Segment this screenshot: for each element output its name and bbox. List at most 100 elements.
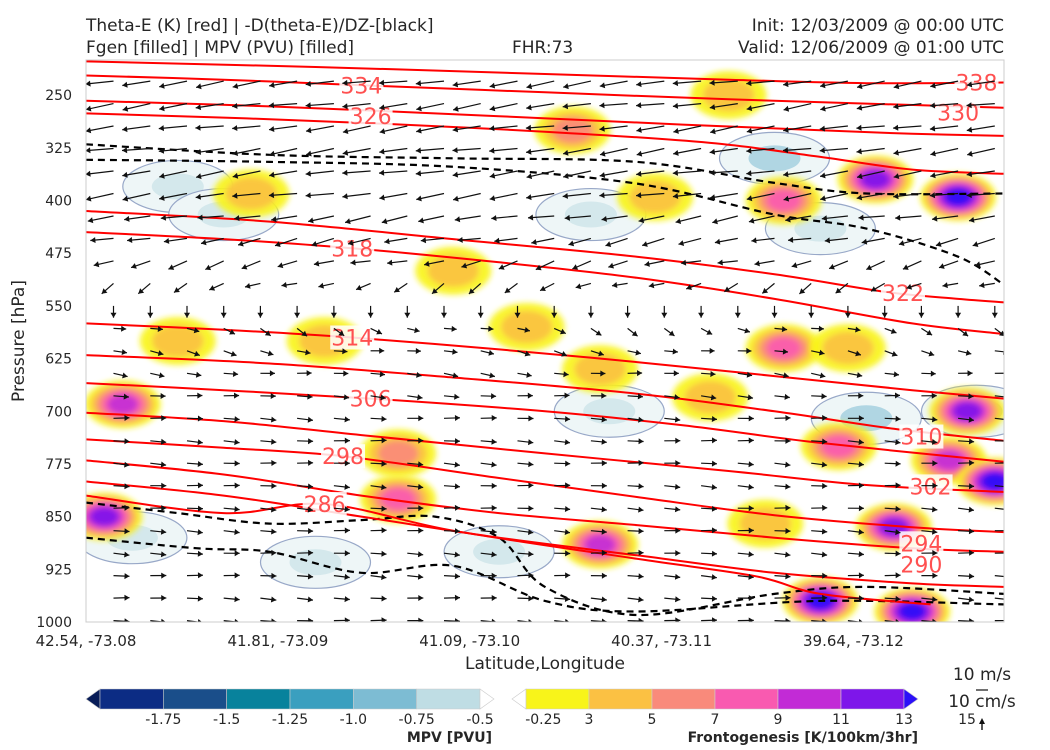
wind-vector bbox=[381, 215, 408, 225]
wind-vector bbox=[774, 573, 791, 580]
wind-vector bbox=[384, 237, 408, 245]
wind-vector-head bbox=[453, 195, 459, 202]
wind-vector-head bbox=[858, 214, 864, 221]
wind-vector-head bbox=[454, 504, 460, 511]
fgen-level-6 bbox=[953, 402, 982, 421]
wind-vector-head bbox=[269, 150, 276, 157]
wind-vector-head bbox=[822, 572, 828, 579]
wind-vector-head bbox=[197, 461, 203, 467]
wind-vector-head bbox=[968, 596, 974, 603]
wind-vector bbox=[244, 282, 261, 289]
wind-vector bbox=[685, 282, 702, 290]
wind-vector-head bbox=[269, 126, 275, 132]
wind-vector bbox=[847, 326, 861, 333]
wind-vector bbox=[477, 305, 484, 318]
wind-vector bbox=[113, 483, 130, 490]
fgen-level-4 bbox=[821, 435, 856, 458]
wind-vector-head bbox=[124, 618, 130, 622]
fgen-level-2 bbox=[500, 310, 553, 344]
wind-vector-head bbox=[160, 551, 167, 558]
wind-vector-head bbox=[599, 102, 605, 109]
wind-vector bbox=[737, 527, 754, 534]
wind-vector bbox=[701, 595, 718, 602]
wind-vector-head bbox=[785, 415, 791, 421]
wind-vector bbox=[480, 551, 497, 558]
wind-vector-head bbox=[415, 147, 421, 154]
wind-vector-head bbox=[526, 194, 532, 201]
wind-vector bbox=[966, 192, 995, 199]
wind-vector bbox=[431, 282, 445, 295]
wind-vector-head bbox=[711, 460, 717, 467]
wind-vector-head bbox=[895, 392, 900, 399]
wind-vector bbox=[958, 506, 975, 513]
wind-vector-head bbox=[342, 79, 348, 86]
wind-vector bbox=[297, 393, 313, 400]
y-tick-label: 850 bbox=[45, 510, 72, 526]
wind-vector bbox=[590, 370, 606, 377]
wind-vector bbox=[893, 103, 922, 110]
wind-vector bbox=[994, 462, 1004, 464]
wind-vector bbox=[150, 528, 167, 535]
wind-vector-head bbox=[528, 595, 534, 602]
wind-vector-head bbox=[394, 287, 400, 293]
wind-vector-head bbox=[308, 438, 314, 445]
wind-vector-head bbox=[601, 482, 607, 489]
wind-vector-head bbox=[158, 147, 165, 154]
wind-vector bbox=[223, 596, 240, 603]
wind-vector bbox=[958, 483, 975, 490]
wind-vector-head bbox=[420, 237, 427, 244]
theta-e-contour-286: 286 bbox=[86, 491, 931, 606]
wind-vector bbox=[186, 529, 203, 536]
wind-vector-head bbox=[784, 393, 790, 400]
wind-vector-head bbox=[968, 438, 975, 445]
wind-vector-head bbox=[968, 416, 974, 423]
wind-vector-head bbox=[379, 169, 385, 176]
wind-vector bbox=[979, 282, 995, 289]
theta-e-line bbox=[86, 411, 1004, 493]
wind-vector bbox=[921, 506, 938, 513]
wind-vector-head bbox=[710, 371, 716, 377]
fgen-level-4 bbox=[381, 488, 416, 511]
wind-vector bbox=[416, 192, 445, 202]
wind-vector bbox=[159, 192, 188, 201]
wind-vector bbox=[296, 349, 311, 356]
wind-vectors bbox=[86, 79, 1004, 622]
wind-vector bbox=[159, 170, 188, 179]
wind-vector-head bbox=[195, 371, 202, 378]
wind-vector bbox=[893, 124, 922, 131]
fgen-blob bbox=[874, 587, 951, 622]
wind-vector bbox=[344, 215, 371, 225]
wind-vector-head bbox=[785, 504, 791, 511]
wind-vector-head bbox=[454, 461, 460, 468]
y-axis-label: Pressure [hPa] bbox=[9, 280, 29, 402]
wind-vector-head bbox=[895, 619, 900, 622]
wind-vector-head bbox=[270, 596, 277, 603]
wind-vector bbox=[774, 483, 791, 490]
wind-vector bbox=[835, 282, 849, 294]
wind-vector bbox=[554, 439, 571, 446]
wind-vector-head bbox=[528, 482, 534, 489]
wind-vector bbox=[370, 484, 387, 491]
wind-vector-head bbox=[932, 596, 938, 603]
wind-vector-head bbox=[783, 105, 790, 112]
mpv-colorbar: -1.75 -1.5 -1.25 -1.0 -0.75 -0.5 -0.25 MPV [PVU… bbox=[85, 688, 561, 746]
wind-vector-shaft bbox=[150, 620, 167, 622]
wind-vector bbox=[664, 483, 681, 490]
wind-vector-head bbox=[90, 237, 96, 243]
wind-vector bbox=[232, 170, 261, 179]
x-tick-label: 41.81, -73.09 bbox=[227, 632, 328, 650]
wind-vector bbox=[587, 305, 594, 318]
colorbar-swatch bbox=[588, 688, 653, 710]
wind-vector bbox=[627, 528, 644, 535]
wind-vector-head bbox=[902, 264, 909, 270]
wind-vector bbox=[958, 370, 973, 377]
wind-vector-head bbox=[821, 528, 828, 535]
y-tick-label: 400 bbox=[45, 194, 72, 210]
wind-vector-head bbox=[608, 262, 614, 269]
wind-vector-head bbox=[895, 460, 901, 467]
wind-vector bbox=[680, 259, 702, 266]
fgen-blob bbox=[745, 324, 822, 373]
wind-vector bbox=[599, 170, 628, 178]
wind-vector-head bbox=[674, 394, 680, 400]
wind-vector-head bbox=[209, 285, 216, 291]
